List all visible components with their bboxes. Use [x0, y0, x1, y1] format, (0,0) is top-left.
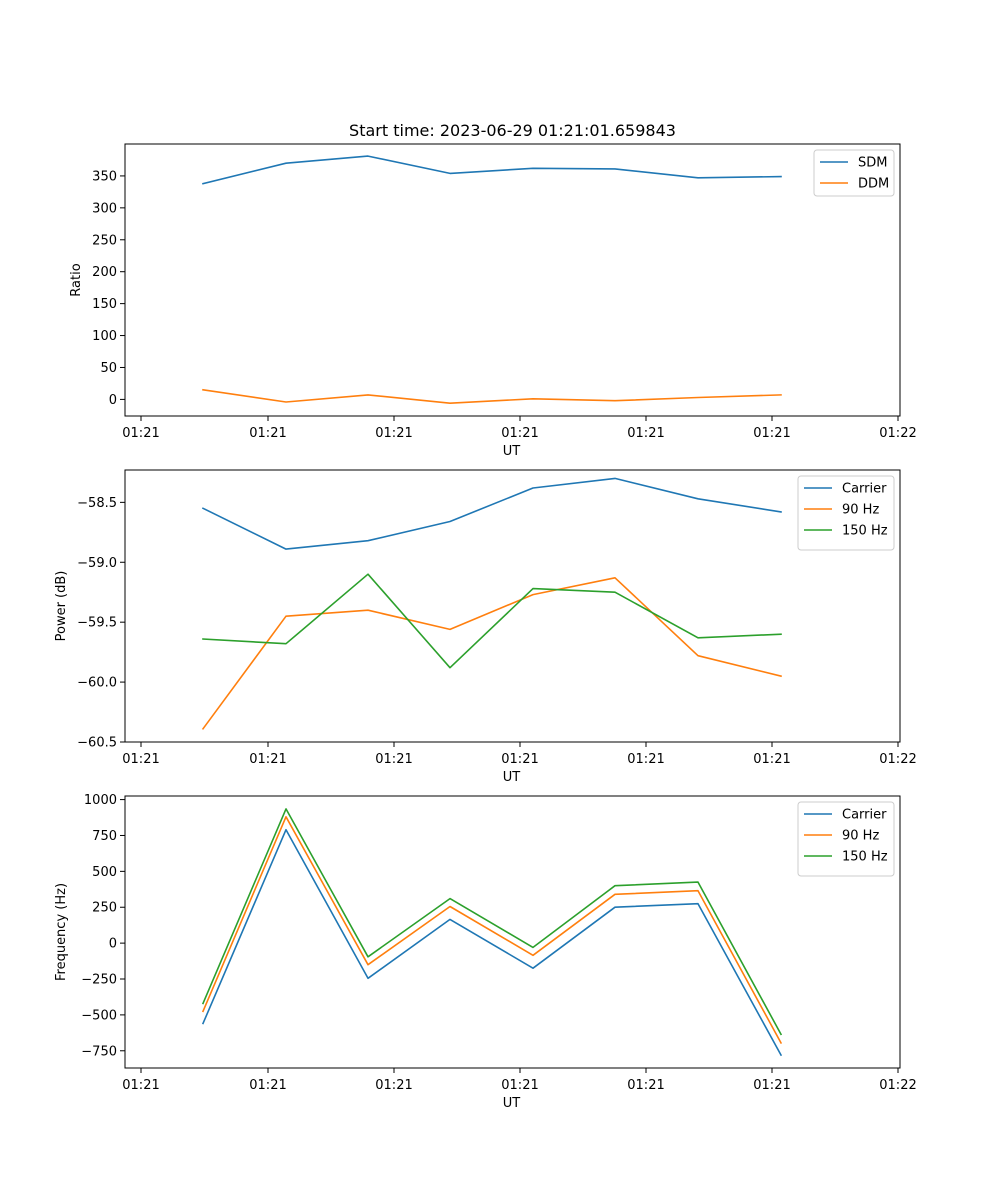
y-tick-label: 350	[92, 169, 117, 184]
x-tick-label: 01:21	[375, 426, 412, 441]
x-axis-label: UT	[503, 1096, 521, 1111]
legend-label: 90 Hz	[842, 503, 879, 518]
x-axis-label: UT	[503, 770, 521, 785]
legend-label: 150 Hz	[842, 850, 888, 865]
legend-label: DDM	[858, 177, 889, 192]
x-tick-label: 01:21	[501, 1078, 538, 1093]
legend-box	[797, 475, 895, 551]
legend-label: Carrier	[842, 482, 887, 497]
x-tick-label: 01:21	[375, 1078, 412, 1093]
series-line-150-hz	[202, 573, 782, 669]
legend: Carrier 90 Hz 150 Hz	[797, 475, 895, 551]
y-tick-label: −250	[81, 973, 117, 988]
y-tick-label: 250	[92, 233, 117, 248]
plot-frame	[124, 795, 901, 1069]
panel-1: 01:21 01:21 01:21 01:21 01:21 01:21 01:22 0 50 10…	[69, 121, 917, 459]
panel-2: 01:21 01:21 01:21 01:21 01:21 01:21 01:22 −60.5…	[54, 469, 917, 785]
y-tick-label: −750	[81, 1044, 117, 1059]
series-line-90-hz	[201, 576, 782, 730]
x-tick-label: 01:21	[627, 1078, 664, 1093]
x-tick-label: 01:21	[627, 426, 664, 441]
series-line-150-hz	[201, 808, 783, 1036]
legend: SDM DDM	[813, 149, 895, 197]
plot-frame	[124, 143, 901, 417]
x-tick-label: 01:21	[122, 1078, 159, 1093]
y-axis-label: Frequency (Hz)	[54, 883, 69, 981]
x-tick-label: 01:22	[879, 1078, 916, 1093]
y-tick-label: −59.0	[77, 556, 117, 571]
y-axis-label: Power (dB)	[54, 571, 69, 642]
x-axis-label: UT	[503, 444, 521, 459]
y-tick-label: −500	[81, 1008, 117, 1023]
y-tick-label: 200	[92, 265, 117, 280]
x-tick-label: 01:21	[501, 752, 538, 767]
legend: Carrier 90 Hz 150 Hz	[797, 801, 895, 877]
y-tick-label: 1000	[84, 793, 117, 808]
y-tick-label: 100	[92, 329, 117, 344]
x-tick-label: 01:21	[753, 1078, 790, 1093]
y-tick-label: 250	[92, 901, 117, 916]
x-tick-label: 01:21	[501, 426, 538, 441]
y-tick-label: 750	[92, 829, 117, 844]
y-tick-label: −60.5	[77, 736, 117, 751]
y-tick-label: −60.0	[77, 676, 117, 691]
x-tick-label: 01:21	[122, 426, 159, 441]
y-tick-label: 50	[100, 361, 117, 376]
x-tick-label: 01:21	[375, 752, 412, 767]
y-axis-label: Ratio	[69, 263, 84, 296]
x-tick-label: 01:22	[879, 752, 916, 767]
series-line-carrier	[201, 477, 782, 550]
series-line-carrier	[201, 828, 783, 1057]
x-tick-label: 01:21	[122, 752, 159, 767]
y-tick-label: 300	[92, 201, 117, 216]
y-tick-label: 0	[109, 393, 117, 408]
legend-label: 150 Hz	[842, 524, 888, 539]
x-tick-label: 01:21	[249, 1078, 286, 1093]
y-tick-label: −58.5	[77, 496, 117, 511]
y-tick-label: 150	[92, 297, 117, 312]
plot-frame	[124, 469, 901, 743]
y-tick-label: 0	[109, 937, 117, 952]
y-tick-label: −59.5	[77, 616, 117, 631]
legend-label: SDM	[858, 156, 887, 171]
x-tick-label: 01:21	[753, 752, 790, 767]
legend-label: Carrier	[842, 808, 887, 823]
chart-title: Start time: 2023-06-29 01:21:01.659843	[349, 121, 676, 140]
x-tick-label: 01:21	[249, 426, 286, 441]
x-tick-label: 01:21	[627, 752, 664, 767]
legend-label: 90 Hz	[842, 829, 879, 844]
legend-box	[797, 801, 895, 877]
x-tick-label: 01:21	[249, 752, 286, 767]
x-tick-label: 01:21	[753, 426, 790, 441]
y-tick-label: 500	[92, 865, 117, 880]
series-line-sdm	[202, 155, 782, 185]
x-tick-label: 01:22	[879, 426, 916, 441]
series-line-ddm	[202, 388, 782, 405]
series-line-90-hz	[201, 815, 783, 1044]
panel-3: 01:21 01:21 01:21 01:21 01:21 01:21 01:22 −750 −…	[54, 793, 917, 1111]
